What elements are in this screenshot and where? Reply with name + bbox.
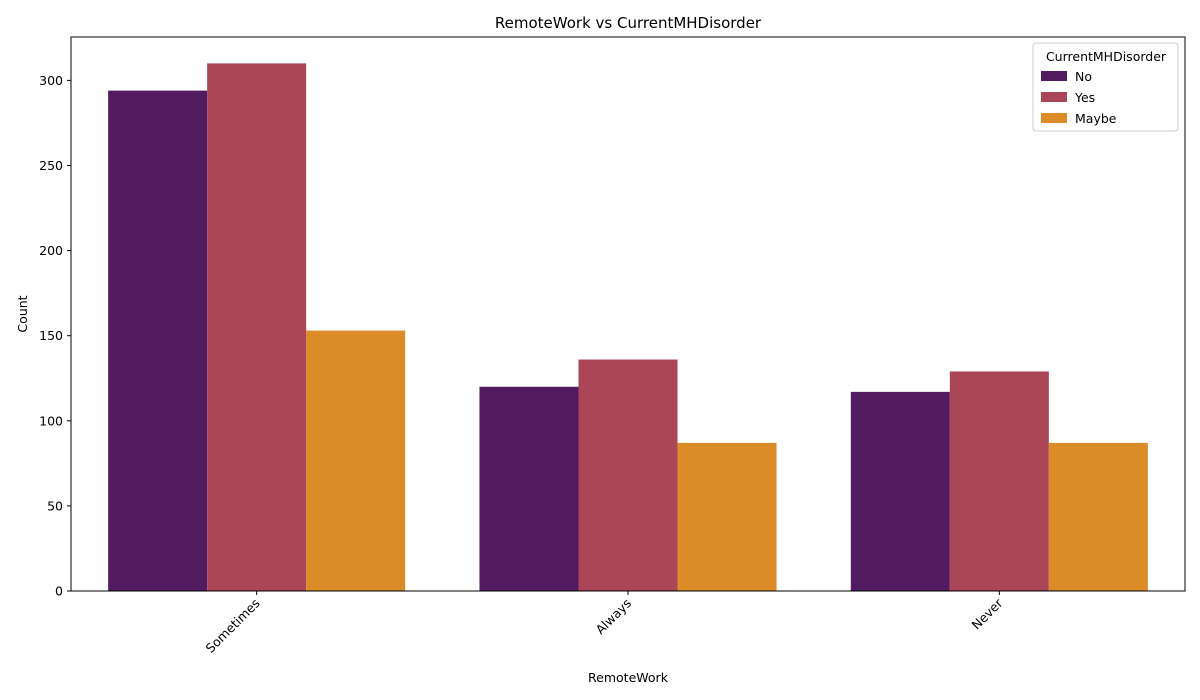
y-tick-label: 250 <box>39 158 63 173</box>
y-axis-label: Count <box>15 295 30 332</box>
y-tick-label: 50 <box>47 498 63 513</box>
x-axis: Sometimes Always Never <box>203 591 1006 656</box>
bars-group <box>108 63 1148 591</box>
y-tick-label: 0 <box>55 584 63 599</box>
legend-swatch-maybe <box>1041 113 1067 123</box>
legend-title: CurrentMHDisorder <box>1046 49 1167 64</box>
y-tick-label: 300 <box>39 73 63 88</box>
chart-title: RemoteWork vs CurrentMHDisorder <box>495 14 762 32</box>
bar-never-no <box>850 391 950 591</box>
legend-items: No Yes Maybe <box>1041 69 1117 126</box>
y-axis: 0 50 100 150 200 250 300 <box>39 73 71 599</box>
legend-label-maybe: Maybe <box>1075 111 1117 126</box>
bar-sometimes-no <box>108 90 208 591</box>
y-tick-label: 100 <box>39 413 63 428</box>
legend-swatch-yes <box>1041 92 1067 102</box>
legend-swatch-no <box>1041 71 1067 81</box>
legend: CurrentMHDisorder No Yes Maybe <box>1032 42 1179 132</box>
bar-always-no <box>479 386 579 591</box>
bar-always-yes <box>578 359 678 591</box>
bar-sometimes-yes <box>207 63 307 591</box>
bar-always-maybe <box>677 442 777 591</box>
x-axis-label: RemoteWork <box>588 670 669 685</box>
bar-never-yes <box>949 371 1049 591</box>
x-tick-label: Never <box>968 595 1006 633</box>
x-tick-label: Sometimes <box>203 596 263 656</box>
y-tick-label: 150 <box>39 328 63 343</box>
y-tick-label: 200 <box>39 243 63 258</box>
legend-frame <box>1032 42 1179 132</box>
bar-never-maybe <box>1048 442 1148 591</box>
x-tick-label: Always <box>593 596 635 638</box>
legend-label-no: No <box>1075 69 1092 84</box>
legend-label-yes: Yes <box>1074 90 1095 105</box>
bar-sometimes-maybe <box>306 330 406 591</box>
